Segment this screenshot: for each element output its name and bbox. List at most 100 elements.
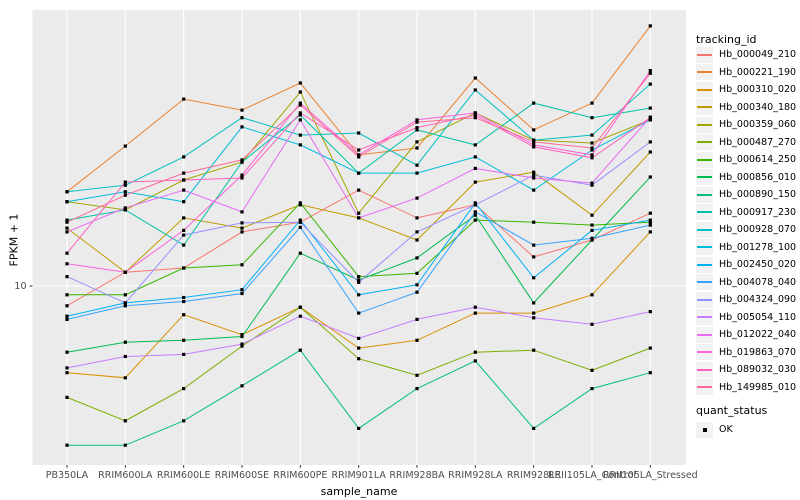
data-point [182, 200, 186, 204]
data-point [590, 116, 594, 120]
legend-entry-label: Hb_012022_040 [719, 329, 797, 341]
data-point [532, 316, 536, 320]
legend-key-box [696, 46, 713, 63]
data-point [123, 193, 127, 197]
x-tick-label: RRIM928BA [389, 470, 445, 481]
data-point [473, 213, 477, 217]
y-tick-label: 10 [14, 281, 26, 292]
y-axis-title: FPKM + 1 [7, 213, 21, 267]
data-point [590, 368, 594, 372]
data-point [298, 314, 302, 318]
data-point [590, 238, 594, 242]
legend-entry-label: Hb_000310_020 [719, 84, 797, 96]
data-point [590, 387, 594, 391]
legend-key-box [696, 274, 713, 291]
data-point [298, 111, 302, 115]
data-point [123, 301, 127, 305]
data-point [532, 311, 536, 315]
data-point [123, 293, 127, 297]
data-point [240, 176, 244, 180]
data-point [182, 352, 186, 356]
data-point [357, 346, 361, 350]
data-point [65, 371, 69, 375]
data-point [415, 338, 419, 342]
data-point [65, 200, 69, 204]
data-point [357, 171, 361, 175]
legend-key-line-icon [697, 386, 712, 389]
legend-key-box [696, 116, 713, 133]
data-point [240, 210, 244, 214]
legend-entry-label: Hb_004324_090 [719, 294, 797, 306]
data-point [473, 143, 477, 147]
data-point [240, 160, 244, 164]
legend-key-line-icon [697, 246, 712, 249]
legend-entry-Hb_002450_020: Hb_002450_020 [696, 256, 796, 274]
data-point [648, 118, 652, 122]
data-point [415, 230, 419, 234]
data-point [65, 230, 69, 234]
data-point [182, 97, 186, 101]
data-point [532, 188, 536, 192]
legend-key-box [696, 291, 713, 308]
data-point [65, 304, 69, 308]
legend-key-line-icon [697, 158, 712, 161]
data-point [123, 354, 127, 359]
x-tick-label: RRII105LA_Control [548, 470, 636, 481]
data-point [415, 216, 419, 220]
legend-key-box [696, 186, 713, 203]
data-point [123, 376, 127, 380]
legend-entry-label: Hb_000487_270 [719, 136, 797, 148]
data-point [298, 348, 302, 352]
data-point [357, 278, 361, 282]
data-point [415, 128, 419, 132]
legend-entry-label: Hb_002450_020 [719, 259, 797, 271]
legend-entry-label: Hb_001278_100 [719, 241, 797, 253]
legend-key-line-icon [697, 228, 712, 231]
data-point [415, 373, 419, 377]
data-point [590, 148, 594, 152]
data-point [473, 113, 477, 117]
legend-entry-Hb_019863_070: Hb_019863_070 [696, 344, 796, 362]
data-point [648, 150, 652, 154]
data-point [182, 295, 186, 300]
data-point [357, 311, 361, 315]
data-point [532, 301, 536, 305]
legend-entry-Hb_089032_030: Hb_089032_030 [696, 361, 796, 379]
data-point [240, 158, 244, 162]
legend-entries: Hb_000049_210 Hb_000221_190 Hb_000310_020 H… [696, 46, 796, 396]
data-point [65, 314, 69, 318]
data-point [473, 203, 477, 207]
data-point [415, 163, 419, 167]
data-point [65, 317, 69, 321]
data-point [240, 125, 244, 129]
data-point [298, 305, 302, 309]
legend-entry-Hb_000928_070: Hb_000928_070 [696, 221, 796, 239]
data-point [473, 166, 477, 170]
x-tick-label: RRIM928LA [448, 470, 503, 481]
legend-key-line-icon [697, 123, 712, 126]
data-point [415, 140, 419, 144]
data-point [182, 178, 186, 182]
data-point [298, 220, 302, 224]
data-point [590, 293, 594, 297]
legend-entry-Hb_000487_270: Hb_000487_270 [696, 134, 796, 152]
data-point [298, 101, 302, 105]
data-point [532, 348, 536, 352]
data-point [65, 366, 69, 370]
data-point [415, 171, 419, 175]
data-point [590, 322, 594, 326]
legend-key-line-icon [697, 141, 712, 144]
data-point [182, 313, 186, 317]
data-point [648, 346, 652, 350]
data-point [648, 69, 652, 73]
legend-key-line-icon [697, 281, 712, 284]
data-point [298, 81, 302, 85]
data-point [532, 426, 536, 430]
data-point [182, 171, 186, 175]
data-point [473, 359, 477, 363]
legend-entry-Hb_000856_010: Hb_000856_010 [696, 169, 796, 187]
legend-key-box [696, 361, 713, 378]
data-point [648, 223, 652, 227]
data-point [532, 255, 536, 259]
data-point [240, 334, 244, 339]
